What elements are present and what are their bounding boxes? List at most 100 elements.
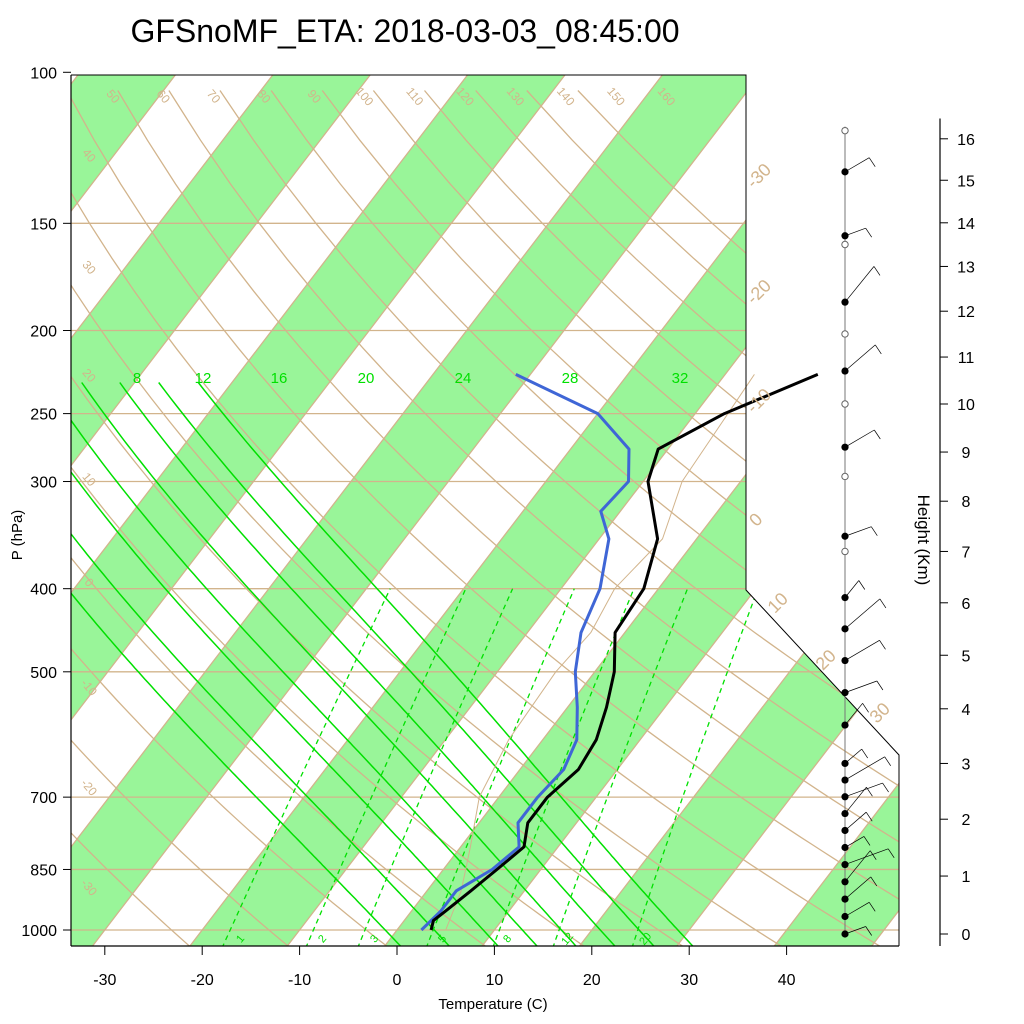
wind-barb (844, 782, 883, 798)
wind-barb-feather (884, 756, 891, 766)
wind-barb (844, 848, 889, 865)
dry-adiabat-line (71, 90, 899, 946)
pressure-tick-label: 400 (30, 582, 57, 599)
dry-adiabat-line (270, 90, 899, 946)
moist-adiabat-line (71, 382, 404, 946)
isotherm-band (71, 75, 848, 946)
isotherm-label: 10 (764, 589, 792, 617)
wind-barb-feather (865, 228, 872, 238)
wind-level-dot (841, 843, 849, 852)
isotherm-line (71, 75, 849, 946)
isotherm-line (245, 75, 899, 946)
isotherm-label: 30 (866, 699, 894, 727)
dry-adiabat-line (71, 90, 292, 946)
wind-barb-feather (868, 902, 876, 912)
isotherm-band (538, 75, 899, 946)
x-axis-label: Temperature (C) (438, 996, 547, 1013)
isotherm-label: -30 (742, 159, 775, 192)
isotherm-line (71, 75, 557, 946)
height-tick-label: 3 (962, 756, 971, 773)
wind-barb (844, 429, 875, 448)
mixing-ratio-line (631, 588, 759, 946)
isotherm-label: -20 (78, 776, 100, 799)
wind-barb (844, 639, 880, 661)
height-tick-label: 9 (962, 445, 971, 462)
pressure-tick-label: 150 (30, 216, 57, 233)
pressure-tick-label: 100 (30, 65, 57, 82)
dry-adiabat-line (117, 90, 899, 946)
wind-barb (844, 836, 865, 848)
wind-barb (844, 157, 870, 173)
isotherm-band (71, 75, 654, 946)
temperature-tick-label: -10 (288, 972, 311, 989)
wind-barb (844, 344, 876, 372)
dry-adiabat-line (71, 90, 687, 946)
moist-adiabat-label: 32 (672, 370, 689, 387)
isotherm-line (71, 75, 751, 946)
isotherm-line (71, 75, 654, 946)
mixing-ratio-line (425, 588, 575, 946)
moist-adiabat-line (71, 382, 452, 946)
isotherm-label: -10 (742, 384, 775, 417)
isotherm-line (732, 75, 899, 946)
dry-adiabat-line (71, 90, 193, 946)
wind-level-dot (841, 878, 849, 886)
isotherm-line (537, 75, 899, 946)
y-axis-label: P (hPa) (9, 510, 26, 561)
dry-adiabat-line (71, 90, 489, 946)
moist-adiabat-label: 20 (358, 370, 375, 387)
temperature-line (429, 373, 819, 931)
height-tick-label: 6 (962, 596, 971, 613)
moist-adiabat-label: 12 (195, 370, 212, 387)
wind-barb (844, 786, 867, 814)
temperature-tick-label: 20 (583, 972, 601, 989)
pressure-tick-label: 250 (30, 407, 57, 424)
wind-level-open-dot (841, 547, 849, 556)
wind-level-dot (841, 656, 849, 665)
wind-barb-feather (858, 580, 866, 590)
wind-level-dot (841, 776, 849, 784)
moist-adiabat-label: 8 (133, 370, 141, 387)
wind-barb-feather (870, 876, 878, 887)
isotherm-label: 70 (204, 87, 224, 106)
wind-level-dot (841, 860, 849, 869)
pressure-tick-label: 500 (30, 665, 57, 682)
wind-level-open-dot (841, 472, 849, 481)
moist-adiabat-line (119, 382, 618, 946)
mixing-ratio-line (552, 588, 689, 946)
wind-level-dot (841, 793, 849, 801)
wind-barb-feather (861, 748, 868, 759)
dry-adiabat-line (321, 90, 899, 946)
dry-adiabat-line (71, 90, 884, 946)
dewpoint-line (420, 373, 631, 932)
isotherm-band (732, 75, 899, 946)
dry-adiabat-line (71, 90, 390, 946)
wind-barb (844, 756, 885, 781)
mixing-ratio-label: 3 (368, 933, 381, 945)
wind-barb-feather (868, 157, 876, 167)
dry-adiabat-line (372, 90, 899, 946)
height-tick-label: 2 (962, 812, 971, 829)
wind-barb (844, 680, 878, 693)
wind-barb (844, 526, 872, 537)
moist-adiabat-line (158, 382, 657, 946)
height-tick-label: 1 (962, 869, 971, 886)
wind-barb-feather (865, 812, 873, 822)
isotherm-label: 140 (554, 84, 578, 109)
isotherm-label: 110 (403, 85, 426, 109)
isotherm-line (928, 0, 1024, 1000)
wind-barb-feather (879, 598, 887, 609)
dry-adiabat-line (168, 90, 899, 946)
pressure-tick-label: 850 (30, 862, 57, 879)
wind-barb-feather (863, 836, 871, 846)
isotherm-line (71, 75, 362, 946)
temperature-tick-label: -30 (93, 972, 116, 989)
isotherm-line (635, 75, 899, 946)
wind-barb-feather (887, 848, 895, 858)
wind-barb (844, 598, 881, 630)
wind-barb (844, 901, 870, 917)
wind-level-open-dot (841, 240, 849, 249)
mixing-ratio-label: 2 (316, 933, 329, 945)
height-tick-label: 12 (957, 304, 975, 321)
